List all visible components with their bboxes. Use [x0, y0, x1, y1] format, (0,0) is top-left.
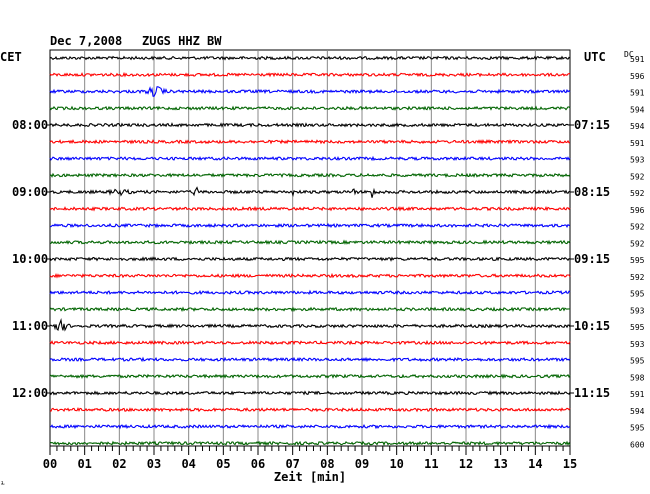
trace-1	[49, 55, 571, 61]
x-tick-label: 10	[389, 457, 403, 471]
x-tick-label: 08	[320, 457, 334, 471]
trace-24	[49, 440, 571, 447]
trace-16	[49, 306, 571, 313]
x-tick-label: 03	[147, 457, 161, 471]
dc-offset-label: 595	[630, 290, 645, 299]
trace-12	[49, 239, 571, 245]
trace-7	[49, 155, 571, 162]
trace-23	[49, 423, 571, 430]
x-tick-label: 06	[251, 457, 265, 471]
dc-offset-label: 596	[630, 206, 645, 215]
right-time-label: 11:15	[574, 386, 610, 400]
footer-mark: ⅟	[1, 480, 5, 489]
trace-21	[49, 390, 571, 396]
trace-5	[49, 122, 571, 128]
dc-offset-label: 593	[630, 306, 645, 315]
right-time-label: 10:15	[574, 319, 610, 333]
dc-offset-label: 593	[630, 156, 645, 165]
x-tick-label: 02	[112, 457, 126, 471]
trace-8	[49, 172, 571, 179]
left-time-label: 12:00	[12, 386, 48, 400]
x-tick-label: 04	[181, 457, 195, 471]
trace-6	[49, 139, 571, 145]
dc-offset-label: 600	[630, 440, 645, 449]
trace-2	[49, 71, 571, 78]
dc-offset-label: 591	[630, 89, 645, 98]
dc-offset-label: 594	[630, 105, 645, 114]
chart-station: ZUGS HHZ BW	[142, 34, 222, 48]
right-time-label: 09:15	[574, 252, 610, 266]
left-axis-label: CET	[0, 50, 22, 64]
x-tick-label: 09	[355, 457, 369, 471]
trace-17	[49, 318, 571, 332]
x-tick-label: 07	[285, 457, 299, 471]
x-tick-label: 14	[528, 457, 542, 471]
chart-date: Dec 7,2008	[50, 34, 122, 48]
dc-offset-label: 595	[630, 357, 645, 366]
trace-18	[49, 339, 571, 346]
dc-offset-label: 591	[630, 390, 645, 399]
left-time-label: 11:00	[12, 319, 48, 333]
trace-4	[49, 105, 571, 111]
left-time-label: 10:00	[12, 252, 48, 266]
dc-offset-label: 596	[630, 72, 645, 81]
x-tick-label: 12	[459, 457, 473, 471]
x-tick-label: 15	[563, 457, 577, 471]
dc-offset-label: 592	[630, 273, 645, 282]
dc-offset-label: 594	[630, 122, 645, 131]
trace-10	[49, 205, 571, 212]
dc-offset-label: 595	[630, 256, 645, 265]
dc-offset-label: 593	[630, 340, 645, 349]
left-time-label: 09:00	[12, 185, 48, 199]
x-tick-label: 13	[493, 457, 507, 471]
x-axis-label: Zeit [min]	[274, 470, 346, 484]
trace-13	[49, 256, 571, 262]
dc-offset-label: 592	[630, 189, 645, 198]
trace-20	[49, 373, 571, 380]
right-time-label: 07:15	[574, 118, 610, 132]
dc-offset-label: 591	[630, 139, 645, 148]
x-tick-label: 01	[77, 457, 91, 471]
dc-offset-label: 598	[630, 373, 645, 382]
dc-offset-label: 591	[630, 55, 645, 64]
x-tick-label: 11	[424, 457, 438, 471]
dc-label: DC	[624, 50, 634, 59]
trace-3	[49, 86, 571, 98]
left-time-label: 08:00	[12, 118, 48, 132]
dc-offset-label: 594	[630, 407, 645, 416]
dc-offset-label: 595	[630, 424, 645, 433]
trace-11	[50, 222, 571, 229]
dc-offset-label: 595	[630, 323, 645, 332]
trace-15	[49, 289, 571, 296]
dc-offset-label: 592	[630, 239, 645, 248]
dc-offset-label: 592	[630, 223, 645, 232]
trace-22	[49, 407, 571, 413]
x-tick-label: 05	[216, 457, 230, 471]
plot-frame	[49, 49, 571, 447]
dc-offset-label: 592	[630, 172, 645, 181]
x-tick-label: 00	[43, 457, 57, 471]
right-time-label: 08:15	[574, 185, 610, 199]
trace-19	[49, 356, 571, 363]
trace-14	[49, 272, 571, 279]
right-axis-label: UTC	[584, 50, 606, 64]
trace-9	[49, 186, 571, 198]
